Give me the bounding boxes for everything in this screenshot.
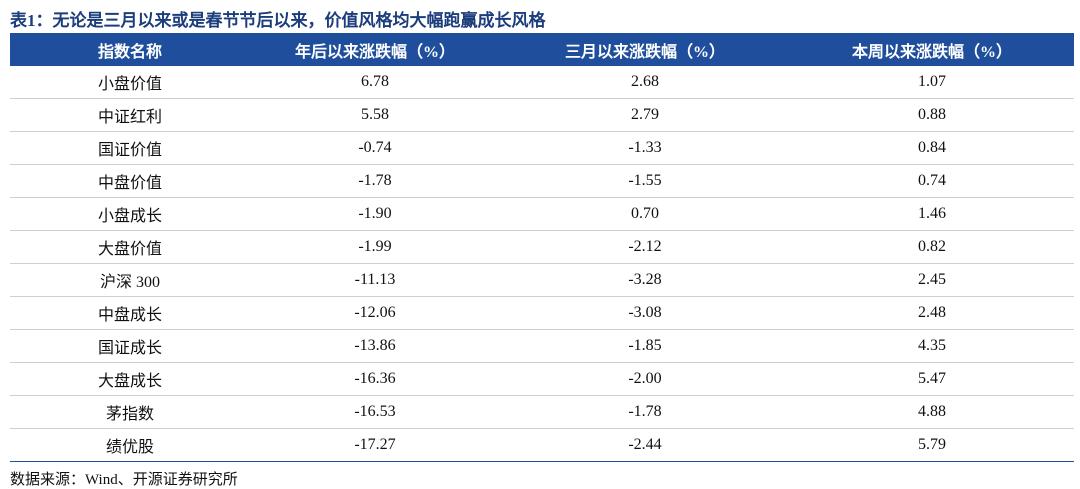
value-cell: 5.79 (790, 428, 1074, 462)
value-cell: 0.88 (790, 98, 1074, 132)
value-cell: -11.13 (250, 263, 500, 297)
value-cell: 5.58 (250, 98, 500, 132)
value-cell: -3.28 (500, 263, 790, 297)
value-cell: 2.45 (790, 263, 1074, 297)
data-table: 指数名称 年后以来涨跌幅（%） 三月以来涨跌幅（%） 本周以来涨跌幅（%） 小盘价值 6… (10, 33, 1074, 462)
value-cell: 2.68 (500, 66, 790, 99)
value-cell: 4.88 (790, 395, 1074, 429)
header-cell: 本周以来涨跌幅（%） (790, 33, 1074, 66)
value-cell: 0.74 (790, 164, 1074, 198)
index-name-cell: 沪深 300 (10, 263, 250, 297)
value-cell: 4.35 (790, 329, 1074, 363)
value-cell: -16.36 (250, 362, 500, 396)
index-name-cell: 大盘成长 (10, 362, 250, 396)
value-cell: -3.08 (500, 296, 790, 330)
table-row: 中盘价值 -1.78 -1.55 0.74 (10, 164, 1074, 198)
value-cell: -1.55 (500, 164, 790, 198)
table-row: 沪深 300 -11.13 -3.28 2.45 (10, 263, 1074, 297)
source-note: 数据来源：Wind、开源证券研究所 (10, 472, 238, 488)
header-cell: 年后以来涨跌幅（%） (250, 33, 500, 66)
table-row: 大盘价值 -1.99 -2.12 0.82 (10, 230, 1074, 264)
index-name-cell: 小盘成长 (10, 197, 250, 231)
value-cell: -1.85 (500, 329, 790, 363)
value-cell: 1.07 (790, 66, 1074, 99)
value-cell: -0.74 (250, 131, 500, 165)
table-row: 中证红利 5.58 2.79 0.88 (10, 98, 1074, 132)
table-row: 绩优股 -17.27 -2.44 5.79 (10, 428, 1074, 462)
value-cell: -2.00 (500, 362, 790, 396)
table-row: 国证价值 -0.74 -1.33 0.84 (10, 131, 1074, 165)
table-title: 表1：无论是三月以来或是春节节后以来，价值风格均大幅跑赢成长风格 (10, 11, 546, 30)
value-cell: 0.84 (790, 131, 1074, 165)
table-row: 茅指数 -16.53 -1.78 4.88 (10, 395, 1074, 429)
value-cell: -1.99 (250, 230, 500, 264)
index-name-cell: 国证价值 (10, 131, 250, 165)
value-cell: -1.78 (500, 395, 790, 429)
value-cell: -1.78 (250, 164, 500, 198)
table-row: 小盘价值 6.78 2.68 1.07 (10, 66, 1074, 99)
index-name-cell: 中证红利 (10, 98, 250, 132)
table-row: 中盘成长 -12.06 -3.08 2.48 (10, 296, 1074, 330)
index-name-cell: 大盘价值 (10, 230, 250, 264)
value-cell: 0.82 (790, 230, 1074, 264)
header-cell: 指数名称 (10, 33, 250, 66)
index-name-cell: 茅指数 (10, 395, 250, 429)
value-cell: -2.44 (500, 428, 790, 462)
table-row: 大盘成长 -16.36 -2.00 5.47 (10, 362, 1074, 396)
value-cell: -13.86 (250, 329, 500, 363)
value-cell: 2.48 (790, 296, 1074, 330)
value-cell: -17.27 (250, 428, 500, 462)
index-name-cell: 小盘价值 (10, 66, 250, 99)
value-cell: 6.78 (250, 66, 500, 99)
index-name-cell: 绩优股 (10, 428, 250, 462)
table-row: 小盘成长 -1.90 0.70 1.46 (10, 197, 1074, 231)
index-name-cell: 中盘价值 (10, 164, 250, 198)
table-row: 国证成长 -13.86 -1.85 4.35 (10, 329, 1074, 363)
header-row: 指数名称 年后以来涨跌幅（%） 三月以来涨跌幅（%） 本周以来涨跌幅（%） (10, 33, 1074, 66)
value-cell: 5.47 (790, 362, 1074, 396)
value-cell: -2.12 (500, 230, 790, 264)
value-cell: -12.06 (250, 296, 500, 330)
index-name-cell: 国证成长 (10, 329, 250, 363)
index-name-cell: 中盘成长 (10, 296, 250, 330)
value-cell: 0.70 (500, 197, 790, 231)
header-cell: 三月以来涨跌幅（%） (500, 33, 790, 66)
table-body: 小盘价值 6.78 2.68 1.07 中证红利 5.58 2.79 0.88 国证价值 -0.7… (10, 66, 1074, 462)
value-cell: -16.53 (250, 395, 500, 429)
value-cell: -1.90 (250, 197, 500, 231)
value-cell: -1.33 (500, 131, 790, 165)
value-cell: 1.46 (790, 197, 1074, 231)
value-cell: 2.79 (500, 98, 790, 132)
